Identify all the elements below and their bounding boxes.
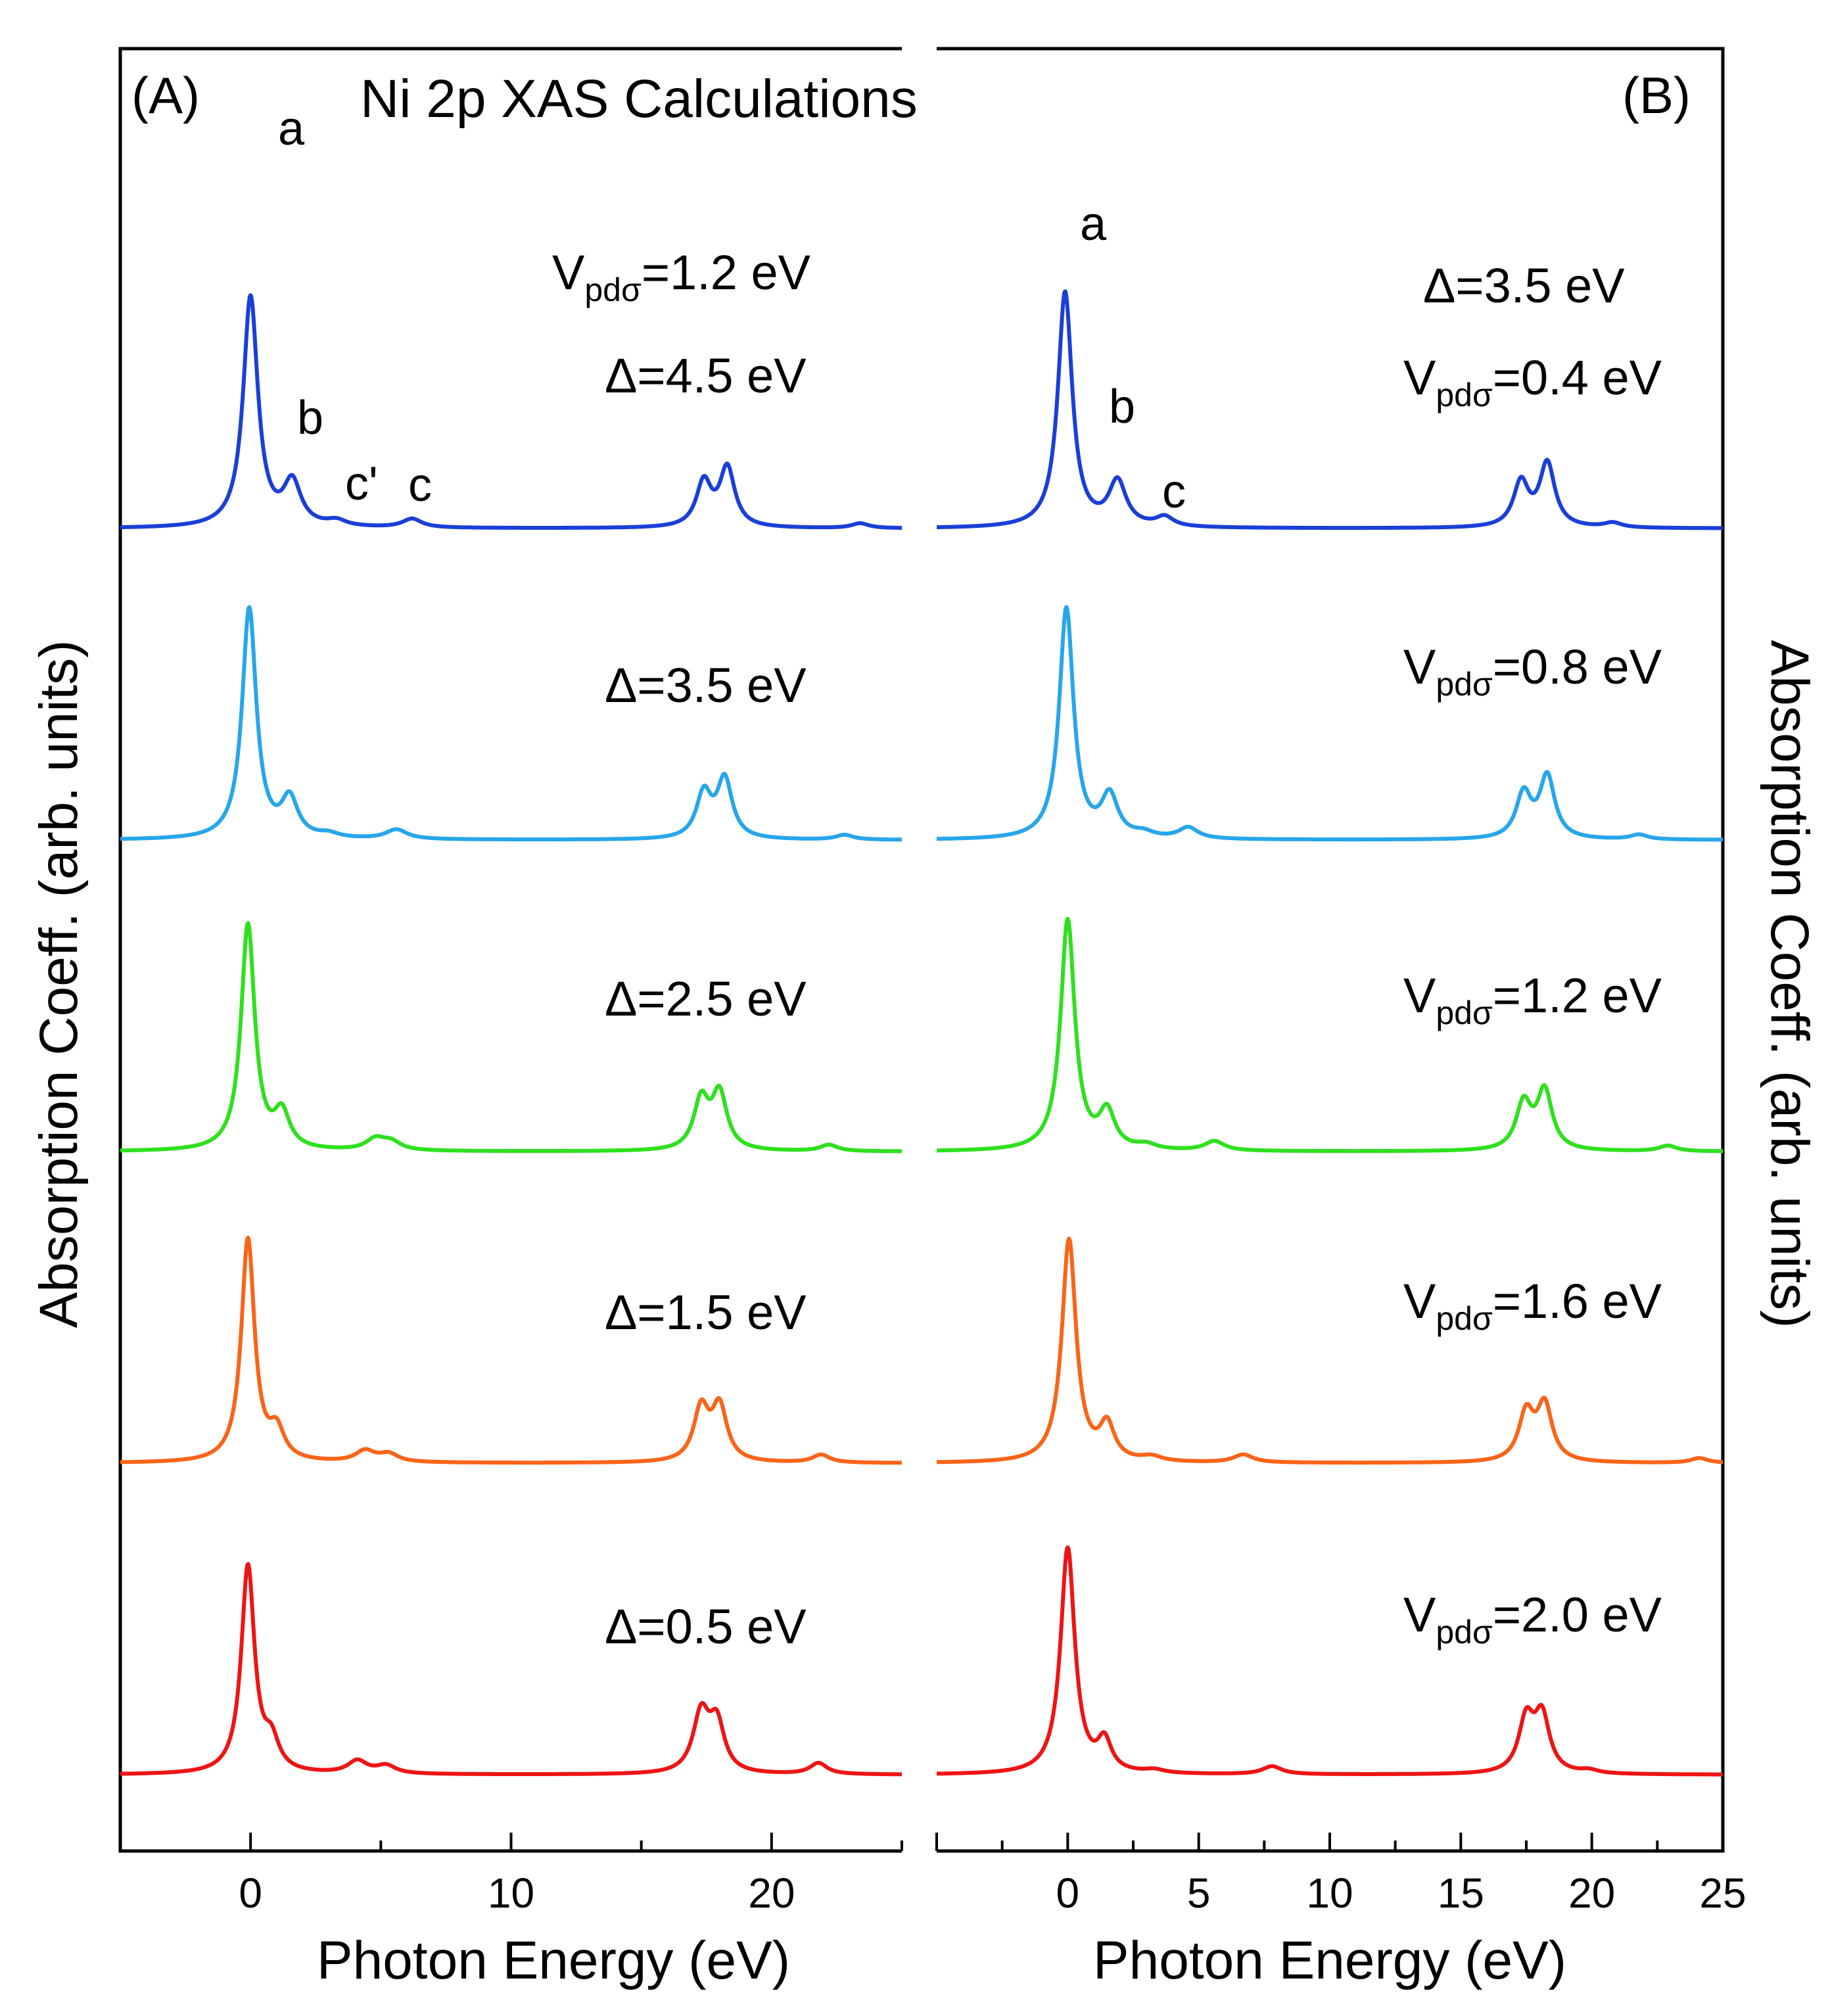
peak-label-b-a: a (1080, 198, 1107, 250)
panel-a-fixed-parameter: Vpdσ=1.2 eV (552, 245, 811, 308)
x-tick-label-b: 0 (1056, 1869, 1080, 1917)
x-tick-label-b: 10 (1306, 1869, 1353, 1917)
spectrum-a-0 (118, 293, 904, 530)
peak-label-b-c: c (1162, 465, 1186, 518)
spectrum-b-0 (935, 289, 1725, 530)
panel-b-frame (937, 47, 1725, 1853)
peak-label-a-c-prime: c' (345, 457, 378, 510)
spectrum-a-3 (118, 1236, 904, 1465)
spectrum-b-4 (935, 1545, 1725, 1777)
x-tick-label-a: 0 (239, 1869, 262, 1917)
series-label-b-2: Vpdσ=1.2 eV (1403, 968, 1662, 1031)
peak-label-a-a: a (278, 103, 305, 155)
panel-a: 0 10 20 (A) Ni 2p XAS Calculations Photon … (29, 47, 918, 1990)
peak-label-b-b: b (1109, 381, 1135, 433)
x-tick-label-b: 15 (1438, 1869, 1484, 1917)
peak-label-a-c: c (408, 459, 432, 511)
panel-b-xlabel: Photon Energy (eV) (1093, 1931, 1566, 1990)
series-label-b-3: Vpdσ=1.6 eV (1403, 1274, 1662, 1337)
x-tick-label-b: 25 (1699, 1869, 1746, 1917)
series-label-b-4: Vpdσ=2.0 eV (1403, 1587, 1662, 1651)
x-tick-label-b: 5 (1187, 1869, 1211, 1917)
panel-a-ylabel: Absorption Coeff. (arb. units) (29, 640, 89, 1328)
series-label-a-4: Δ=0.5 eV (605, 1599, 807, 1654)
panel-b-label: (B) (1622, 66, 1691, 124)
spectrum-a-2 (118, 921, 904, 1154)
spectrum-a-4 (118, 1562, 904, 1777)
panel-b: 0 5 10 15 20 25 (B) Photon Energy (eV) Absorp… (935, 47, 1819, 1990)
peak-label-a-b: b (297, 392, 323, 444)
panel-a-label: (A) (131, 66, 200, 124)
panel-b-fixed-parameter: Δ=3.5 eV (1423, 258, 1625, 313)
x-tick-label-a: 20 (748, 1869, 795, 1917)
series-label-a-3: Δ=1.5 eV (605, 1285, 807, 1340)
spectrum-b-3 (935, 1236, 1725, 1465)
x-tick-label-a: 10 (488, 1869, 534, 1917)
series-label-a-2: Δ=2.5 eV (605, 972, 807, 1026)
spectrum-b-2 (935, 916, 1725, 1154)
panel-a-xlabel: Photon Energy (eV) (317, 1931, 790, 1990)
x-tick-label-b: 20 (1568, 1869, 1615, 1917)
series-label-b-1: Vpdσ=0.8 eV (1403, 640, 1662, 703)
spectrum-a-1 (118, 605, 904, 842)
panel-a-frame (118, 47, 902, 1853)
series-label-b-0: Vpdσ=0.4 eV (1403, 350, 1662, 413)
figure-title: Ni 2p XAS Calculations (360, 69, 918, 129)
panel-b-ylabel: Absorption Coeff. (arb. units) (1760, 640, 1819, 1328)
spectrum-b-1 (935, 605, 1725, 842)
series-label-a-0: Δ=4.5 eV (605, 348, 807, 403)
series-label-a-1: Δ=3.5 eV (605, 658, 807, 713)
